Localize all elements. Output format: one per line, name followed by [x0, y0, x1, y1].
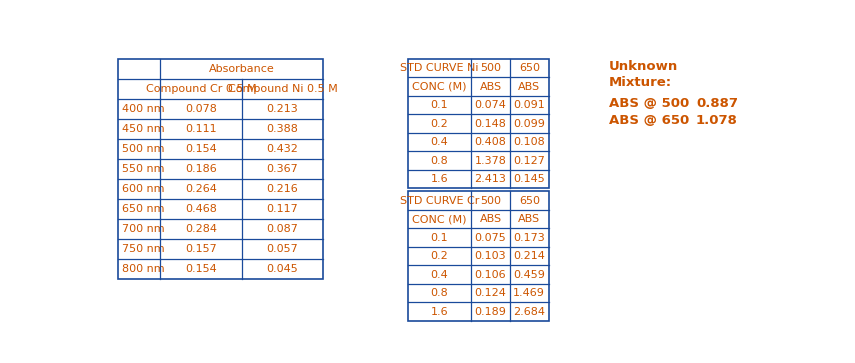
Text: 0.111: 0.111	[186, 124, 217, 134]
Text: 500 nm: 500 nm	[122, 144, 165, 154]
Text: 0.4: 0.4	[430, 270, 448, 280]
Text: 0.124: 0.124	[475, 288, 506, 298]
Text: 0.1: 0.1	[431, 100, 448, 110]
Text: 0.284: 0.284	[185, 224, 217, 234]
Text: Unknown: Unknown	[609, 61, 678, 73]
Text: 0.186: 0.186	[186, 164, 217, 174]
Text: 0.264: 0.264	[185, 184, 217, 194]
Text: 0.106: 0.106	[475, 270, 506, 280]
Text: ABS: ABS	[480, 214, 502, 224]
Text: 600 nm: 600 nm	[122, 184, 165, 194]
Text: 1.078: 1.078	[696, 114, 738, 127]
Text: ABS: ABS	[480, 82, 502, 92]
Text: 0.145: 0.145	[513, 174, 545, 184]
Text: 0.408: 0.408	[475, 137, 506, 147]
Text: 0.117: 0.117	[267, 204, 298, 214]
Text: 500: 500	[480, 63, 501, 73]
Text: 0.075: 0.075	[475, 233, 506, 242]
Bar	[408, 59, 549, 188]
Text: CONC (M): CONC (M)	[412, 214, 467, 224]
Text: 1.378: 1.378	[475, 156, 506, 166]
Text: 0.148: 0.148	[475, 119, 506, 129]
Text: 0.074: 0.074	[475, 100, 506, 110]
Text: 0.057: 0.057	[267, 244, 298, 254]
Text: 0.468: 0.468	[185, 204, 217, 214]
Text: 500: 500	[480, 196, 501, 206]
Text: 1.6: 1.6	[431, 174, 448, 184]
Text: 0.214: 0.214	[513, 251, 545, 261]
Text: 650: 650	[519, 196, 540, 206]
Text: Absorbance: Absorbance	[209, 64, 274, 74]
Text: 0.1: 0.1	[431, 233, 448, 242]
Bar	[118, 59, 323, 279]
Text: ABS: ABS	[518, 214, 540, 224]
Text: Mixture:: Mixture:	[609, 76, 672, 89]
Text: 0.091: 0.091	[513, 100, 545, 110]
Text: STD CURVE Cr: STD CURVE Cr	[399, 196, 479, 206]
Text: 0.388: 0.388	[267, 124, 298, 134]
Text: 0.189: 0.189	[475, 306, 506, 317]
Text: ABS: ABS	[518, 82, 540, 92]
Text: 0.173: 0.173	[513, 233, 545, 242]
Text: 700 nm: 700 nm	[122, 224, 165, 234]
Text: 0.367: 0.367	[267, 164, 298, 174]
Text: 0.432: 0.432	[267, 144, 298, 154]
Text: 0.2: 0.2	[430, 119, 448, 129]
Text: 650 nm: 650 nm	[122, 204, 165, 214]
Text: CONC (M): CONC (M)	[412, 82, 467, 92]
Bar	[408, 191, 549, 321]
Text: 0.127: 0.127	[513, 156, 545, 166]
Text: ABS @ 650: ABS @ 650	[609, 114, 689, 127]
Text: 400 nm: 400 nm	[122, 104, 165, 114]
Text: 0.108: 0.108	[513, 137, 545, 147]
Text: 0.213: 0.213	[267, 104, 298, 114]
Text: 550 nm: 550 nm	[122, 164, 165, 174]
Text: 0.216: 0.216	[267, 184, 298, 194]
Text: 0.157: 0.157	[186, 244, 217, 254]
Text: 0.154: 0.154	[186, 264, 217, 274]
Text: STD CURVE Ni: STD CURVE Ni	[400, 63, 479, 73]
Text: 0.4: 0.4	[430, 137, 448, 147]
Text: 1.6: 1.6	[431, 306, 448, 317]
Text: 1.469: 1.469	[513, 288, 545, 298]
Text: 0.2: 0.2	[430, 251, 448, 261]
Text: 450 nm: 450 nm	[122, 124, 165, 134]
Text: ABS @ 500: ABS @ 500	[609, 97, 689, 110]
Text: 0.099: 0.099	[513, 119, 545, 129]
Text: 0.045: 0.045	[267, 264, 298, 274]
Text: 650: 650	[519, 63, 540, 73]
Text: Compound Ni 0.5 M: Compound Ni 0.5 M	[227, 84, 337, 94]
Text: 0.154: 0.154	[186, 144, 217, 154]
Text: 0.459: 0.459	[513, 270, 545, 280]
Text: 0.887: 0.887	[696, 97, 738, 110]
Text: Compound Cr 0.5 M: Compound Cr 0.5 M	[145, 84, 256, 94]
Text: 0.103: 0.103	[475, 251, 506, 261]
Text: 2.684: 2.684	[513, 306, 545, 317]
Text: 750 nm: 750 nm	[122, 244, 165, 254]
Text: 800 nm: 800 nm	[122, 264, 165, 274]
Text: 0.8: 0.8	[430, 288, 448, 298]
Text: 0.087: 0.087	[267, 224, 298, 234]
Text: 0.8: 0.8	[430, 156, 448, 166]
Text: 2.413: 2.413	[475, 174, 506, 184]
Text: 0.078: 0.078	[185, 104, 217, 114]
